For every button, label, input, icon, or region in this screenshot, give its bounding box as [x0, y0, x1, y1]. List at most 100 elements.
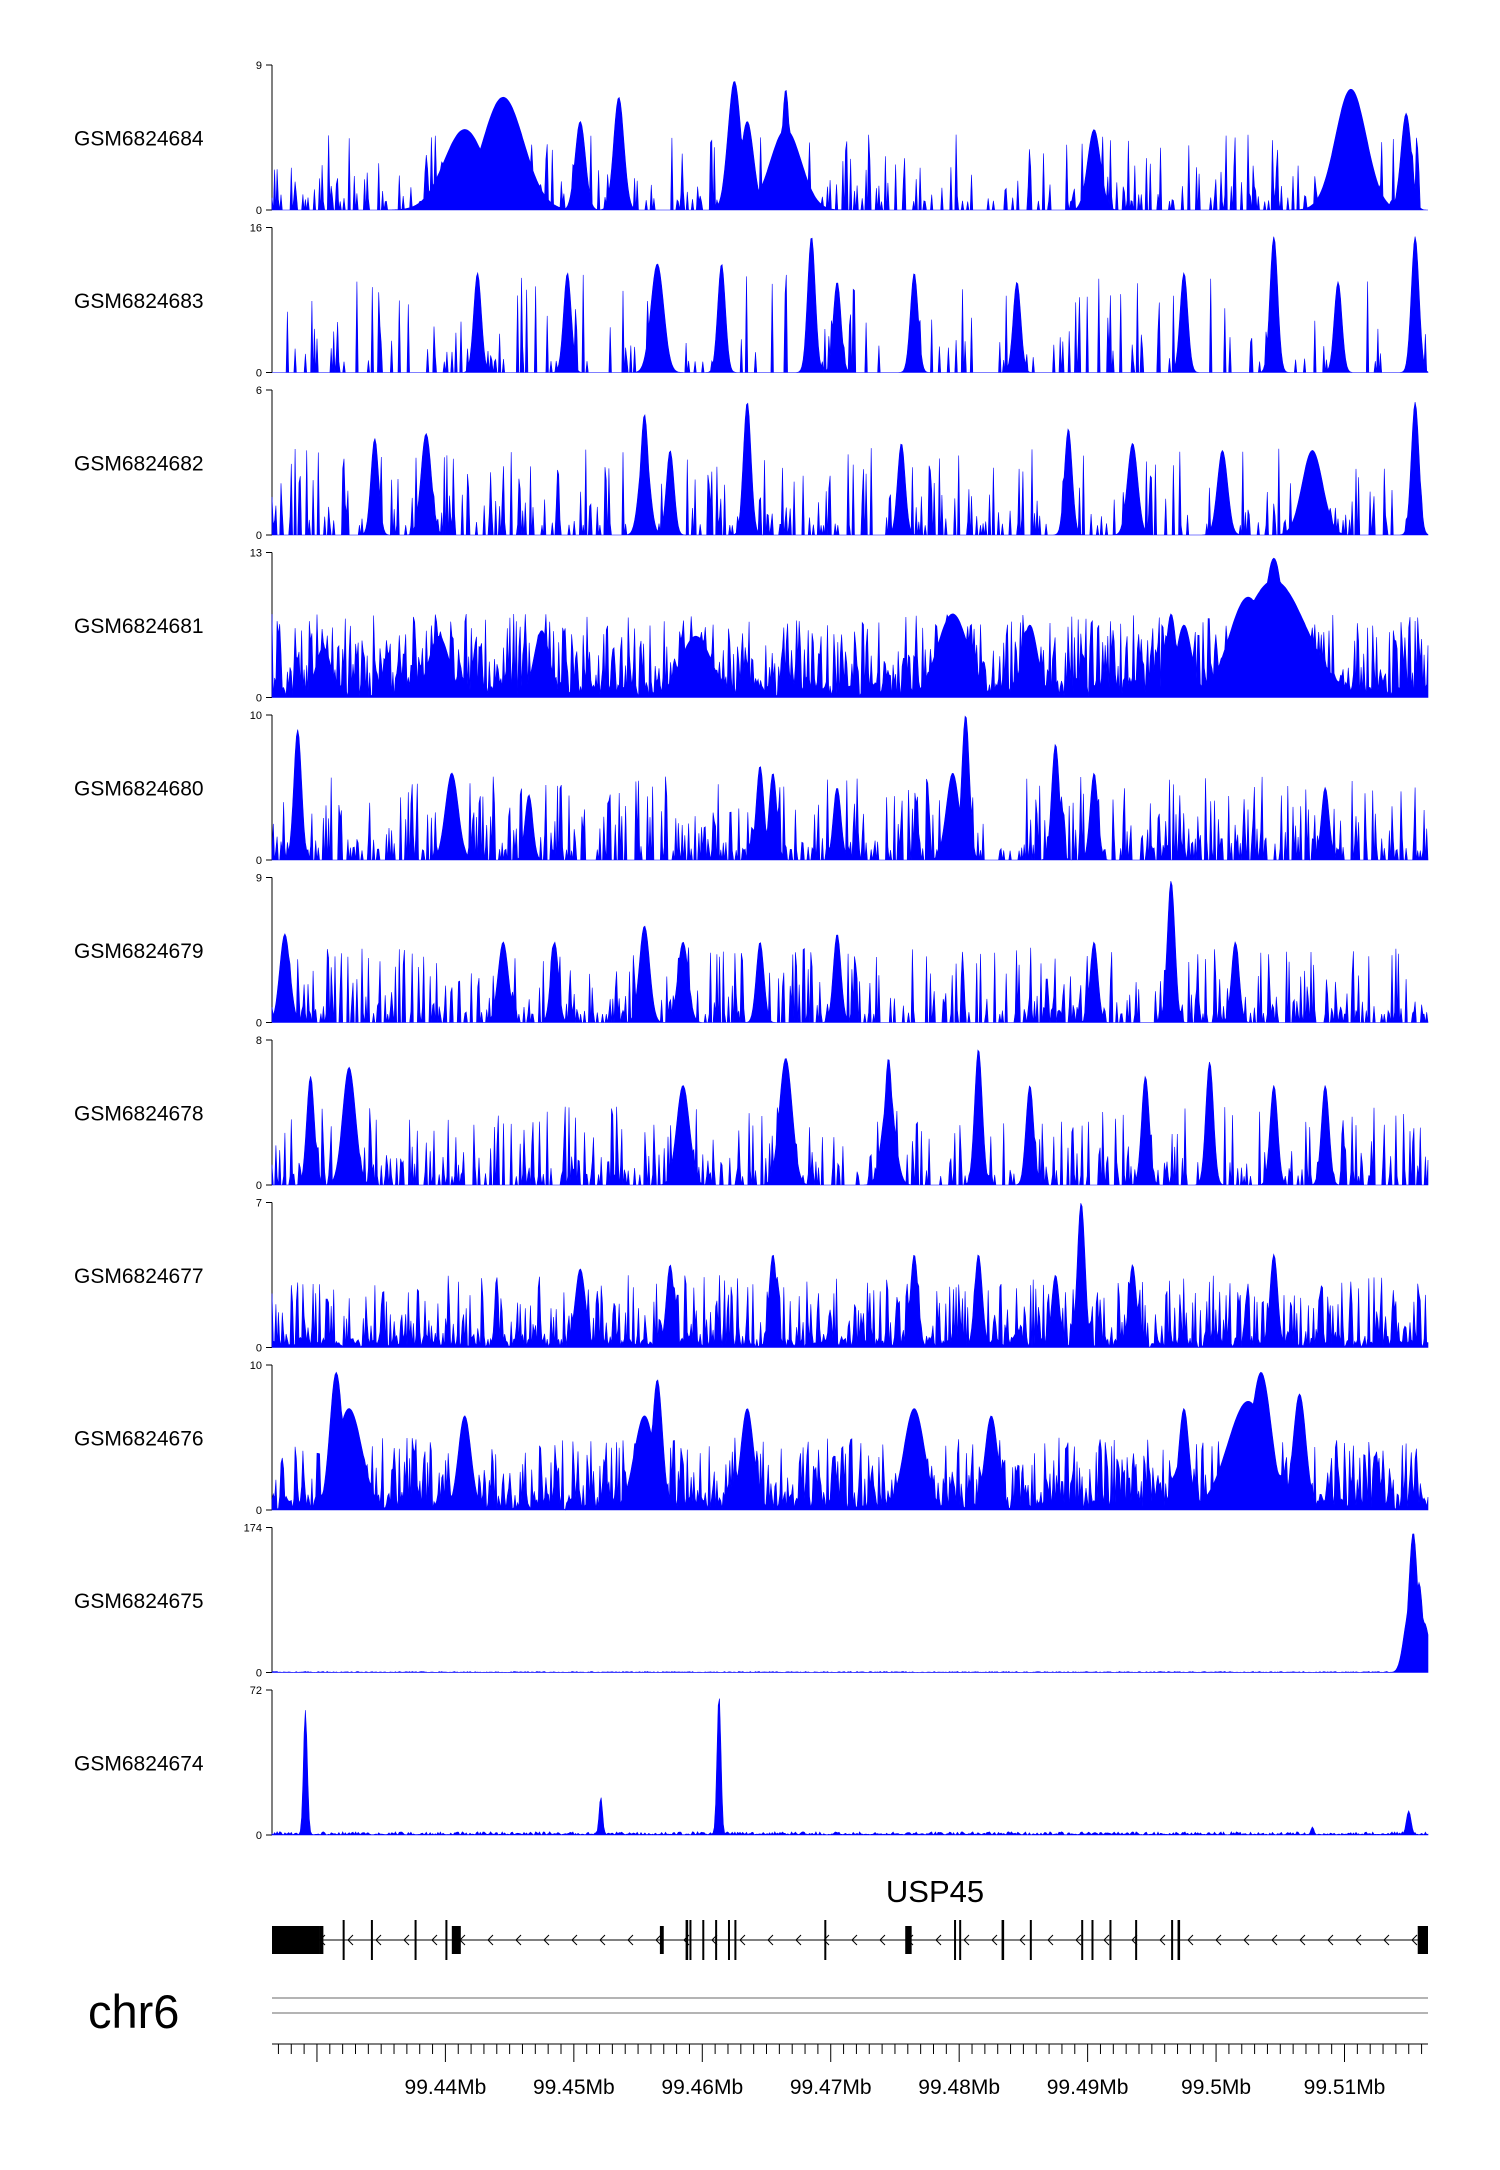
- y-max-label: 16: [250, 223, 262, 235]
- gene-exon: [685, 1920, 689, 1960]
- strand-arrow: [1047, 1934, 1054, 1946]
- gene-exon: [715, 1920, 718, 1960]
- strand-arrow: [739, 1934, 746, 1946]
- gene-exon: [342, 1920, 345, 1960]
- gene-exon: [370, 1920, 373, 1960]
- gene-exon: [1417, 1926, 1428, 1954]
- track-label: GSM6824680: [74, 778, 204, 801]
- gene-exon: [1029, 1920, 1032, 1960]
- gene-track: USP45: [272, 1874, 1428, 1960]
- coverage-area: [271, 715, 1429, 861]
- track-GSM6824681: GSM6824681 13 0: [74, 548, 1429, 705]
- track-label: GSM6824677: [74, 1265, 204, 1288]
- x-tick-label: 99.46Mb: [661, 2076, 743, 2099]
- strand-arrow: [935, 1934, 942, 1946]
- coverage-area: [271, 1371, 1429, 1511]
- y-min-label: 0: [256, 1343, 262, 1355]
- track-label: GSM6824681: [74, 615, 204, 638]
- gene-exon: [954, 1920, 957, 1960]
- strand-arrow: [515, 1934, 522, 1946]
- y-min-label: 0: [256, 530, 262, 542]
- strand-arrow: [599, 1934, 606, 1946]
- y-max-label: 6: [256, 385, 262, 397]
- strand-arrow: [991, 1934, 998, 1946]
- gene-exon: [702, 1920, 705, 1960]
- strand-arrow: [823, 1934, 830, 1946]
- track-label: GSM6824674: [74, 1753, 204, 1776]
- x-tick-label: 99.49Mb: [1047, 2076, 1129, 2099]
- track-label: GSM6824676: [74, 1428, 204, 1451]
- track-label: GSM6824679: [74, 940, 204, 963]
- track-GSM6824674: GSM6824674 72 0: [74, 1685, 1429, 1842]
- chromosome-label: chr6: [88, 1985, 179, 2038]
- strand-arrow: [1187, 1934, 1194, 1946]
- strand-arrow: [655, 1934, 662, 1946]
- track-GSM6824682: GSM6824682 6 0: [74, 385, 1429, 542]
- y-max-label: 10: [250, 1360, 262, 1372]
- strand-arrow: [1215, 1934, 1222, 1946]
- y-min-label: 0: [256, 693, 262, 705]
- strand-arrow: [1103, 1934, 1110, 1946]
- gene-exon: [727, 1920, 730, 1960]
- strand-arrow: [1383, 1934, 1390, 1946]
- y-max-label: 72: [250, 1685, 262, 1697]
- y-max-label: 10: [250, 710, 262, 722]
- y-max-label: 7: [256, 1198, 262, 1210]
- y-min-label: 0: [256, 205, 262, 217]
- y-min-label: 0: [256, 1180, 262, 1192]
- gene-name-label: USP45: [886, 1874, 984, 1909]
- gene-exon: [1081, 1920, 1084, 1960]
- coverage-tracks: GSM682468490GSM6824683160GSM682468260GSM…: [74, 60, 1429, 1842]
- track-GSM6824675: GSM6824675 174 0: [74, 1523, 1429, 1680]
- y-max-label: 8: [256, 1035, 262, 1047]
- gene-exon: [1109, 1920, 1112, 1960]
- track-GSM6824683: GSM6824683 16 0: [74, 223, 1429, 380]
- genome-axis: chr6 99.44Mb 99.45Mb 99.46Mb 99.47Mb 99.48Mb…: [88, 1985, 1428, 2099]
- y-min-label: 0: [256, 1830, 262, 1842]
- y-min-label: 0: [256, 1018, 262, 1030]
- track-label: GSM6824683: [74, 290, 204, 313]
- strand-arrow: [1299, 1934, 1306, 1946]
- strand-arrow: [571, 1934, 578, 1946]
- y-min-label: 0: [256, 855, 262, 867]
- track-GSM6824678: GSM6824678 8 0: [74, 1035, 1429, 1192]
- gene-exon: [905, 1926, 912, 1954]
- track-label: GSM6824675: [74, 1590, 204, 1613]
- track-label: GSM6824678: [74, 1103, 204, 1126]
- strand-arrow: [767, 1934, 774, 1946]
- y-min-label: 0: [256, 1668, 262, 1680]
- gene-exon: [959, 1920, 962, 1960]
- strand-arrow: [1271, 1934, 1278, 1946]
- track-label: GSM6824684: [74, 128, 204, 151]
- strand-arrow: [1327, 1934, 1334, 1946]
- strand-arrow: [963, 1934, 970, 1946]
- gene-exon: [1001, 1920, 1005, 1960]
- y-max-label: 174: [244, 1523, 262, 1535]
- x-tick-label: 99.5Mb: [1181, 2076, 1251, 2099]
- strand-arrow: [375, 1934, 382, 1946]
- gene-exon: [1135, 1920, 1138, 1960]
- strand-arrow: [1019, 1934, 1026, 1946]
- strand-arrow: [795, 1934, 802, 1946]
- gene-exon: [319, 1926, 324, 1954]
- strand-arrow: [879, 1934, 886, 1946]
- coverage-area: [271, 881, 1429, 1023]
- track-GSM6824677: GSM6824677 7 0: [74, 1198, 1429, 1355]
- gene-exon: [1171, 1920, 1174, 1960]
- strand-arrow: [543, 1934, 550, 1946]
- strand-arrow: [1243, 1934, 1250, 1946]
- y-min-label: 0: [256, 368, 262, 380]
- gene-exon: [451, 1926, 461, 1954]
- coverage-area: [271, 1533, 1429, 1673]
- gene-exon: [414, 1920, 417, 1960]
- track-GSM6824679: GSM6824679 9 0: [74, 873, 1429, 1030]
- strand-arrow: [1075, 1934, 1082, 1946]
- strand-arrow: [403, 1934, 410, 1946]
- strand-arrow: [1159, 1934, 1166, 1946]
- strand-arrow: [1411, 1934, 1418, 1946]
- coverage-area: [271, 557, 1429, 698]
- gene-exon: [1177, 1920, 1181, 1960]
- gene-exon: [689, 1920, 692, 1960]
- coverage-area: [271, 1049, 1429, 1186]
- x-tick-label: 99.51Mb: [1304, 2076, 1386, 2099]
